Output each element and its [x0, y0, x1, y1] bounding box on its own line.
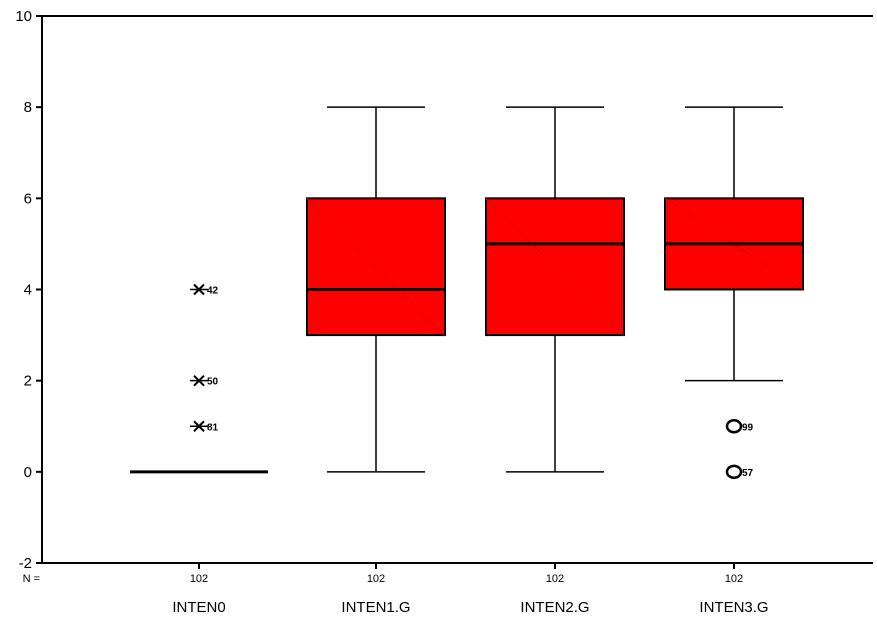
y-tick-label: 2	[24, 373, 32, 390]
outlier-case-label: 57	[742, 468, 754, 479]
extreme-marker	[190, 420, 208, 432]
y-tick-label: 4	[24, 282, 32, 299]
category-label: INTEN0	[172, 599, 225, 616]
y-tick-label: 0	[24, 464, 32, 481]
outlier-case-label: 42	[207, 286, 219, 297]
y-tick-label: -2	[19, 555, 32, 572]
box-group	[130, 283, 268, 474]
box-shading-line	[306, 197, 446, 336]
category-label: INTEN2.G	[520, 599, 589, 616]
box-group	[306, 106, 446, 473]
n-count-label: 102	[725, 573, 743, 585]
y-tick-label: 6	[24, 190, 32, 207]
outlier-case-label: 81	[207, 422, 219, 433]
n-label: N =	[23, 573, 40, 585]
y-tick-label: 10	[15, 8, 32, 25]
y-tick-label: 8	[24, 99, 32, 116]
extreme-marker	[190, 374, 208, 387]
outlier-case-label: 99	[742, 422, 754, 433]
category-label: INTEN1.G	[341, 599, 410, 616]
box-shading-line	[485, 197, 625, 336]
n-count-label: 102	[190, 573, 208, 585]
box-group	[664, 106, 804, 480]
n-count-label: 102	[367, 573, 385, 585]
box-group	[485, 106, 625, 473]
extreme-marker	[190, 283, 208, 296]
category-label: INTEN3.G	[699, 599, 768, 616]
outlier-case-label: 50	[207, 377, 219, 388]
outlier-marker	[725, 419, 743, 434]
outlier-marker	[725, 464, 743, 480]
n-count-label: 102	[546, 573, 564, 585]
